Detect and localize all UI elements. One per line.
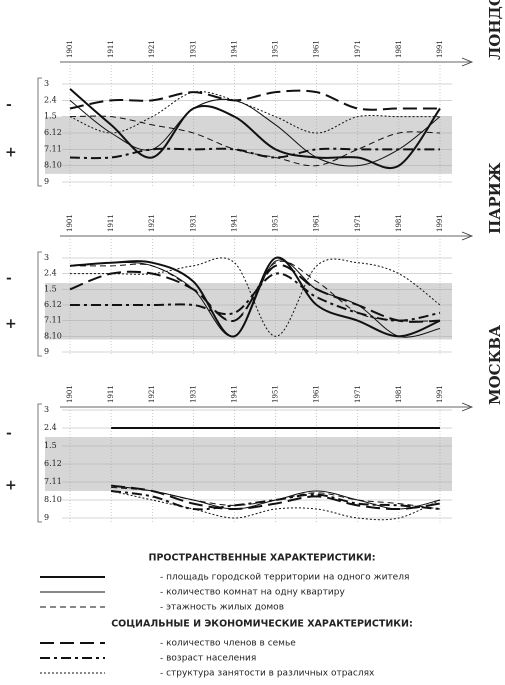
- x-tick-label: 1921: [148, 40, 156, 58]
- y-tick-label: 9: [44, 347, 49, 356]
- x-tick-label: 1961: [313, 214, 321, 232]
- shade-band: [45, 283, 452, 340]
- x-tick-label: 1951: [272, 214, 280, 232]
- frame: [37, 403, 42, 523]
- legend-label: - структура занятости в различных отрасл…: [160, 669, 375, 679]
- legend-heading: ПРОСТРАНСТВЕННЫЕ ХАРАКТЕРИСТИКИ:: [149, 553, 376, 564]
- series-line: [69, 89, 440, 111]
- axis-arrow: [461, 231, 474, 241]
- series-line: [69, 115, 441, 167]
- x-tick-label: 1901: [66, 385, 74, 403]
- y-tick-label: 2.4: [44, 95, 57, 104]
- y-tick-label: 6.12: [44, 128, 62, 137]
- y-tick-label: 1.5: [44, 441, 57, 450]
- series-line: [70, 257, 441, 337]
- x-tick-label: 1951: [272, 40, 280, 58]
- x-tick-label: 1961: [313, 385, 321, 403]
- x-tick-label: 1901: [66, 214, 74, 232]
- y-tick-label: 8.10: [44, 331, 62, 340]
- legend-label: - количество членов в семье: [160, 639, 296, 649]
- x-tick-label: 1911: [107, 385, 115, 403]
- y-tick-label: 2.4: [44, 269, 57, 278]
- x-tick-label: 1921: [148, 385, 156, 403]
- y-tick-label: 3: [44, 79, 49, 88]
- y-tick-label: 7.11: [44, 144, 62, 153]
- legend-label: - возраст населения: [160, 654, 256, 664]
- y-tick-label: 9: [44, 177, 49, 186]
- minus-sign: -: [6, 97, 12, 113]
- plus-sign: +: [5, 145, 17, 161]
- x-tick-label: 1921: [148, 214, 156, 232]
- series-line: [69, 91, 440, 134]
- series-line: [69, 98, 441, 167]
- x-tick-label: 1991: [436, 385, 444, 403]
- minus-sign: -: [6, 425, 12, 441]
- series-line: [69, 256, 441, 338]
- series-line: [110, 490, 441, 511]
- x-tick-label: 1941: [230, 40, 238, 58]
- series-line: [69, 264, 441, 323]
- x-tick-label: 1901: [66, 40, 74, 58]
- shade-band: [45, 116, 452, 174]
- x-tick-label: 1911: [107, 214, 115, 232]
- panel-title: МОСКВА: [486, 324, 504, 405]
- legend-heading: СОЦИАЛЬНЫЕ И ЭКОНОМИЧЕСКИЕ ХАРАКТЕРИСТИК…: [111, 619, 413, 630]
- y-tick-label: 3: [44, 405, 49, 414]
- x-tick-label: 1961: [313, 40, 321, 58]
- x-tick-label: 1941: [230, 385, 238, 403]
- y-tick-label: 3: [44, 253, 49, 262]
- plus-sign: +: [5, 478, 17, 494]
- y-tick-label: 6.12: [44, 459, 62, 468]
- series-line: [70, 272, 441, 322]
- x-tick-label: 1981: [395, 40, 403, 58]
- legend-label: - площадь городской территории на одного…: [160, 573, 409, 583]
- series-line: [110, 484, 441, 511]
- y-tick-label: 8.10: [44, 161, 62, 170]
- x-tick-label: 1931: [189, 385, 197, 403]
- minus-sign: -: [6, 270, 12, 286]
- x-tick-label: 1971: [354, 214, 362, 232]
- series-line: [69, 259, 441, 338]
- frame: [37, 251, 42, 357]
- x-tick-label: 1931: [189, 40, 197, 58]
- panel-title: ПАРИЖ: [486, 162, 504, 234]
- x-tick-label: 1991: [436, 40, 444, 58]
- x-tick-label: 1971: [354, 385, 362, 403]
- x-tick-label: 1991: [436, 214, 444, 232]
- y-tick-label: 6.12: [44, 300, 62, 309]
- x-tick-label: 1981: [395, 385, 403, 403]
- panel-title: ЛОНДОН: [486, 0, 504, 60]
- y-tick-label: 7.11: [44, 316, 62, 325]
- frame: [37, 77, 42, 187]
- axis-arrow: [461, 402, 474, 412]
- x-tick-label: 1941: [230, 214, 238, 232]
- axis-arrow: [461, 57, 474, 67]
- legend-label: - этажность жилых домов: [160, 603, 284, 613]
- plus-sign: +: [5, 316, 17, 332]
- y-tick-label: 2.4: [44, 423, 57, 432]
- x-tick-label: 1931: [189, 214, 197, 232]
- legend-label: - количество комнат на одну квартиру: [160, 588, 345, 598]
- x-tick-label: 1911: [107, 40, 115, 58]
- y-tick-label: 1.5: [44, 284, 57, 293]
- x-tick-label: 1951: [272, 385, 280, 403]
- y-tick-label: 9: [44, 513, 49, 522]
- series-line: [69, 88, 441, 170]
- x-tick-label: 1971: [354, 40, 362, 58]
- y-tick-label: 7.11: [44, 477, 62, 486]
- series-line: [111, 490, 441, 521]
- y-tick-label: 1.5: [44, 112, 57, 121]
- x-tick-label: 1981: [395, 214, 403, 232]
- y-tick-label: 8.10: [44, 495, 62, 504]
